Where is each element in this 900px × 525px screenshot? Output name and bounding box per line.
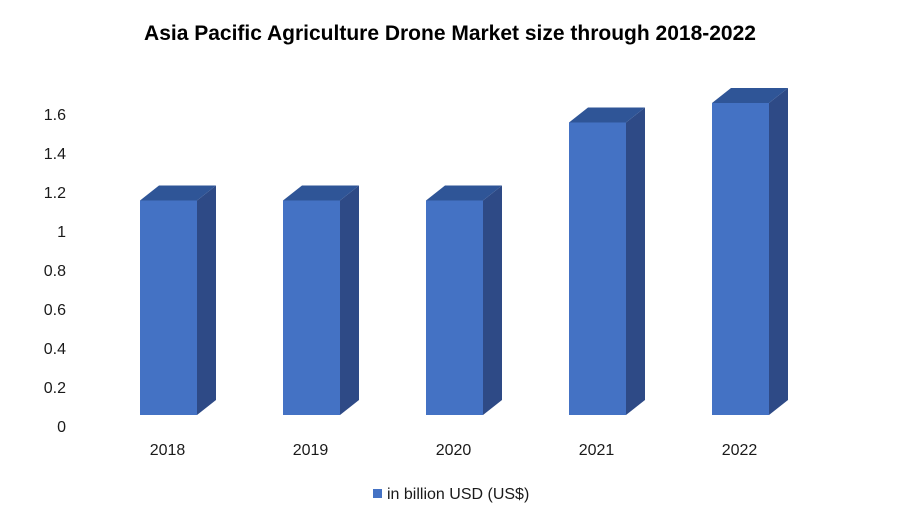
y-tick-label: 0	[57, 419, 66, 436]
y-tick-label: 1.4	[44, 146, 66, 163]
bar-side	[769, 88, 788, 415]
x-tick-label: 2020	[436, 442, 472, 459]
bar-front	[426, 200, 483, 415]
y-tick-label: 0.2	[44, 380, 66, 397]
bar-2021	[569, 107, 645, 415]
y-tick-label: 0.8	[44, 263, 66, 280]
bar-side	[340, 185, 359, 415]
bar-2019	[283, 185, 359, 415]
bar-2020	[426, 185, 502, 415]
y-tick-label: 1.2	[44, 185, 66, 202]
x-tick-label: 2019	[293, 442, 329, 459]
legend-swatch	[373, 489, 382, 498]
bar-2022	[712, 88, 788, 415]
bars	[140, 88, 788, 415]
x-axis: 2018 2019 2020 2021 2022	[150, 442, 758, 459]
bar-front	[283, 200, 340, 415]
bar-top	[569, 107, 645, 123]
legend: in billion USD (US$)	[373, 486, 529, 503]
bar-front	[712, 103, 769, 415]
bar-side	[197, 185, 216, 415]
bar-top	[283, 185, 359, 201]
y-tick-label: 1.6	[44, 107, 66, 124]
x-tick-label: 2021	[579, 442, 615, 459]
y-axis: 0 0.2 0.4 0.6 0.8 1 1.2 1.4 1.6	[44, 107, 66, 436]
legend-label: in billion USD (US$)	[387, 486, 529, 503]
bar-top	[426, 185, 502, 201]
bar-front	[569, 122, 626, 415]
bar-side	[626, 107, 645, 415]
y-tick-label: 0.4	[44, 341, 66, 358]
x-tick-label: 2022	[722, 442, 758, 459]
bar-top	[712, 88, 788, 103]
bar-2018	[140, 185, 216, 415]
chart-title: Asia Pacific Agriculture Drone Market si…	[144, 22, 756, 45]
bar-front	[140, 200, 197, 415]
y-tick-label: 1	[57, 224, 66, 241]
x-tick-label: 2018	[150, 442, 186, 459]
bar-side	[483, 185, 502, 415]
y-tick-label: 0.6	[44, 302, 66, 319]
bar-top	[140, 185, 216, 201]
